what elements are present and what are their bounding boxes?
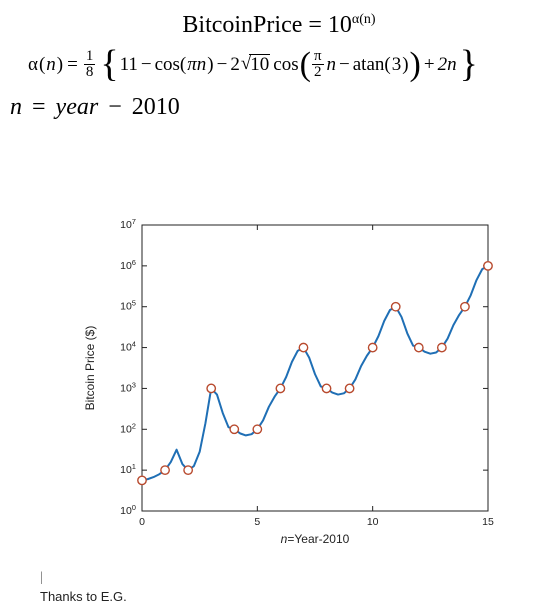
rbrace: }: [458, 49, 478, 79]
svg-text:104: 104: [120, 340, 136, 354]
svg-text:10: 10: [367, 516, 379, 528]
svg-text:106: 106: [120, 258, 136, 272]
svg-text:103: 103: [120, 380, 136, 394]
alpha-equation: α (n) = 1 8 { 11 − cos(πn) − 2 √10 cos (…: [28, 49, 530, 80]
svg-text:101: 101: [120, 462, 136, 476]
n-definition: n = year − 2010: [10, 94, 530, 121]
title-lhs: BitcoinPrice: [182, 12, 302, 38]
lbrace: {: [98, 49, 118, 79]
title-exp: α(n): [352, 12, 376, 27]
pi-over-2: π 2: [312, 49, 324, 80]
title-equation: BitcoinPrice = 10α(n): [28, 12, 530, 39]
sqrt10: √10: [241, 54, 270, 75]
title-base: 10: [328, 12, 352, 38]
svg-text:102: 102: [120, 421, 136, 435]
credit-text: Thanks to E.G.: [40, 589, 127, 604]
svg-text:5: 5: [254, 516, 260, 528]
svg-text:15: 15: [482, 516, 494, 528]
one-eighth: 1 8: [82, 49, 98, 80]
svg-text:107: 107: [120, 217, 136, 231]
svg-text:n=Year-2010: n=Year-2010: [281, 532, 350, 546]
svg-text:0: 0: [139, 516, 145, 528]
rparen-big: ): [410, 51, 421, 78]
svg-text:105: 105: [120, 299, 136, 313]
equals-sign: =: [308, 12, 328, 38]
lparen-big: (: [300, 51, 311, 78]
text-cursor: |: [40, 570, 43, 586]
alpha-arg: n: [46, 55, 56, 74]
svg-text:100: 100: [120, 503, 136, 517]
bitcoin-chart: 100 101 102 103 104 105 106 107 0 5 10 15 n=Year-201…: [80, 215, 500, 555]
svg-text:Bitcoin Price ($): Bitcoin Price ($): [83, 326, 97, 411]
alpha-fn: α: [28, 55, 38, 74]
